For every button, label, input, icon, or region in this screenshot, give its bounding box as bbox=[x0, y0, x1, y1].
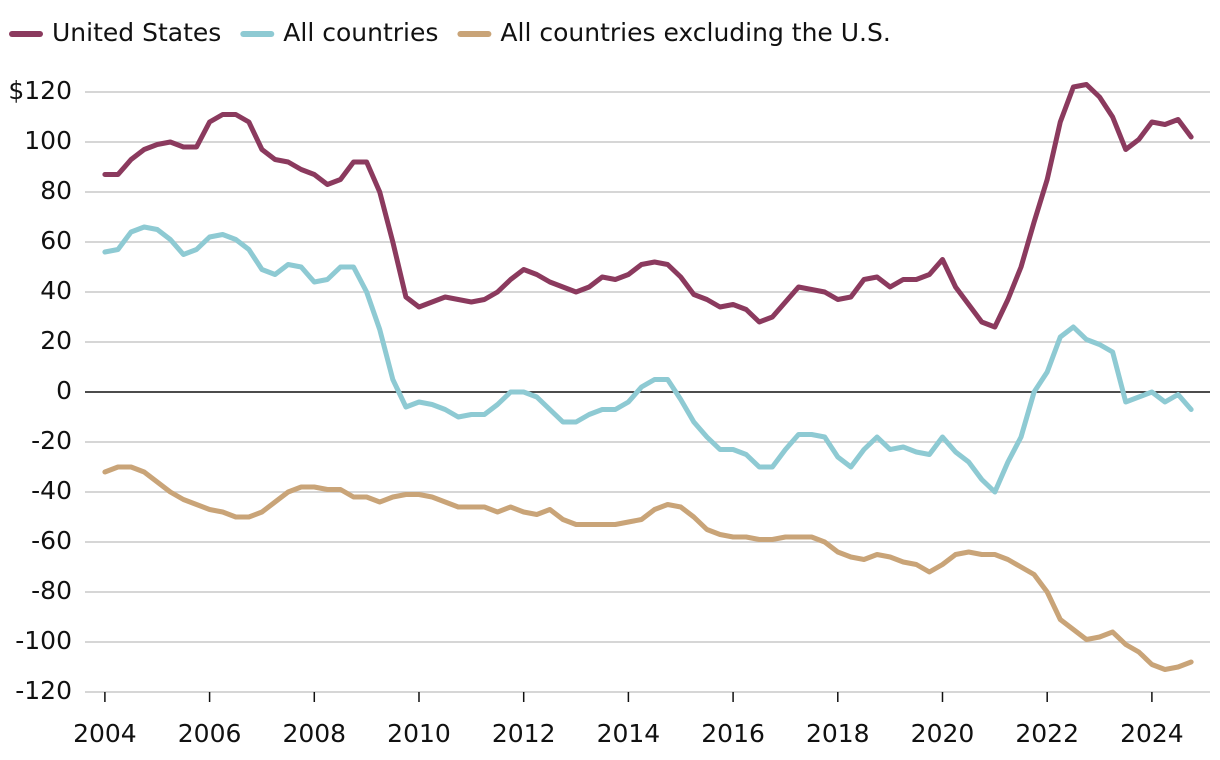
legend-label: All countries excluding the U.S. bbox=[500, 18, 890, 47]
series-line bbox=[102, 464, 1194, 672]
x-tick-label: 2020 bbox=[911, 719, 975, 748]
legend: United States All countries All countries … bbox=[9, 18, 891, 47]
x-tick-label: 2014 bbox=[597, 719, 661, 748]
y-tick-label: $120 bbox=[8, 76, 72, 105]
series-line bbox=[102, 224, 1194, 495]
y-tick-label: 40 bbox=[40, 276, 72, 305]
x-tick-label: 2008 bbox=[282, 719, 346, 748]
y-tick-label: -60 bbox=[31, 526, 72, 555]
y-tick-label: 60 bbox=[40, 226, 72, 255]
y-tick-label: 100 bbox=[24, 126, 72, 155]
legend-label: United States bbox=[52, 18, 221, 47]
y-tick-label: 0 bbox=[56, 376, 72, 405]
x-tick-label: 2022 bbox=[1015, 719, 1079, 748]
legend-label: All countries bbox=[283, 18, 438, 47]
x-tick-label: 2016 bbox=[701, 719, 765, 748]
x-tick-label: 2012 bbox=[492, 719, 556, 748]
y-tick-label: 80 bbox=[40, 176, 72, 205]
x-tick-label: 2010 bbox=[387, 719, 451, 748]
x-tick-label: 2024 bbox=[1120, 719, 1184, 748]
y-tick-label: -40 bbox=[31, 476, 72, 505]
x-tick-label: 2018 bbox=[806, 719, 870, 748]
y-tick-label: -80 bbox=[31, 576, 72, 605]
series-line bbox=[102, 82, 1194, 330]
x-tick-label: 2004 bbox=[73, 719, 137, 748]
y-tick-label: -20 bbox=[31, 426, 72, 455]
y-tick-label: 20 bbox=[40, 326, 72, 355]
x-tick-label: 2006 bbox=[178, 719, 242, 748]
y-tick-label: -100 bbox=[15, 626, 72, 655]
y-tick-label: -120 bbox=[15, 676, 72, 705]
